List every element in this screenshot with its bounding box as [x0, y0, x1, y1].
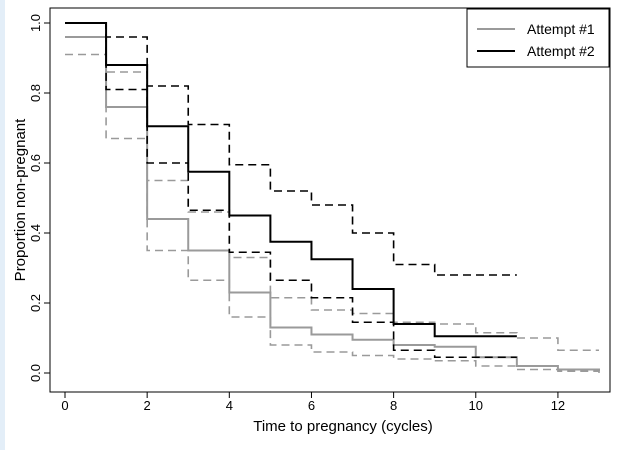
y-tick-label: 0.8 [28, 84, 43, 102]
x-tick-label: 12 [551, 398, 565, 413]
legend-box [466, 8, 610, 68]
y-tick-label: 0.4 [28, 224, 43, 242]
x-tick-label: 10 [469, 398, 483, 413]
y-tick-label: 0.0 [28, 364, 43, 382]
series-line-1 [65, 53, 600, 373]
series-line-5 [65, 22, 517, 276]
series-line-3 [65, 22, 517, 338]
x-tick-label: 2 [144, 398, 151, 413]
y-tick-label: 1.0 [28, 14, 43, 32]
x-tick-label: 0 [61, 398, 68, 413]
y-axis: 0.0 0.2 0.4 0.6 0.8 1.0 [28, 14, 51, 382]
legend-label-1: Attempt #2 [527, 43, 595, 59]
legend: Attempt #1 Attempt #2 [466, 8, 610, 68]
y-axis-title: Proportion non-pregnant [12, 118, 29, 281]
x-tick-label: 4 [226, 398, 233, 413]
legend-label-0: Attempt #1 [527, 21, 595, 37]
series-line-2 [65, 22, 599, 352]
left-edge-strip [0, 0, 5, 450]
x-tick-label: 6 [308, 398, 315, 413]
series-layer [65, 22, 600, 373]
y-tick-label: 0.2 [28, 294, 43, 312]
x-tick-label: 8 [390, 398, 397, 413]
x-axis-title: Time to pregnancy (cycles) [253, 418, 433, 435]
series-line-4 [65, 22, 517, 359]
series-line-0 [65, 36, 600, 372]
y-tick-label: 0.6 [28, 154, 43, 172]
x-axis: 0 2 4 6 8 10 12 [61, 391, 565, 413]
